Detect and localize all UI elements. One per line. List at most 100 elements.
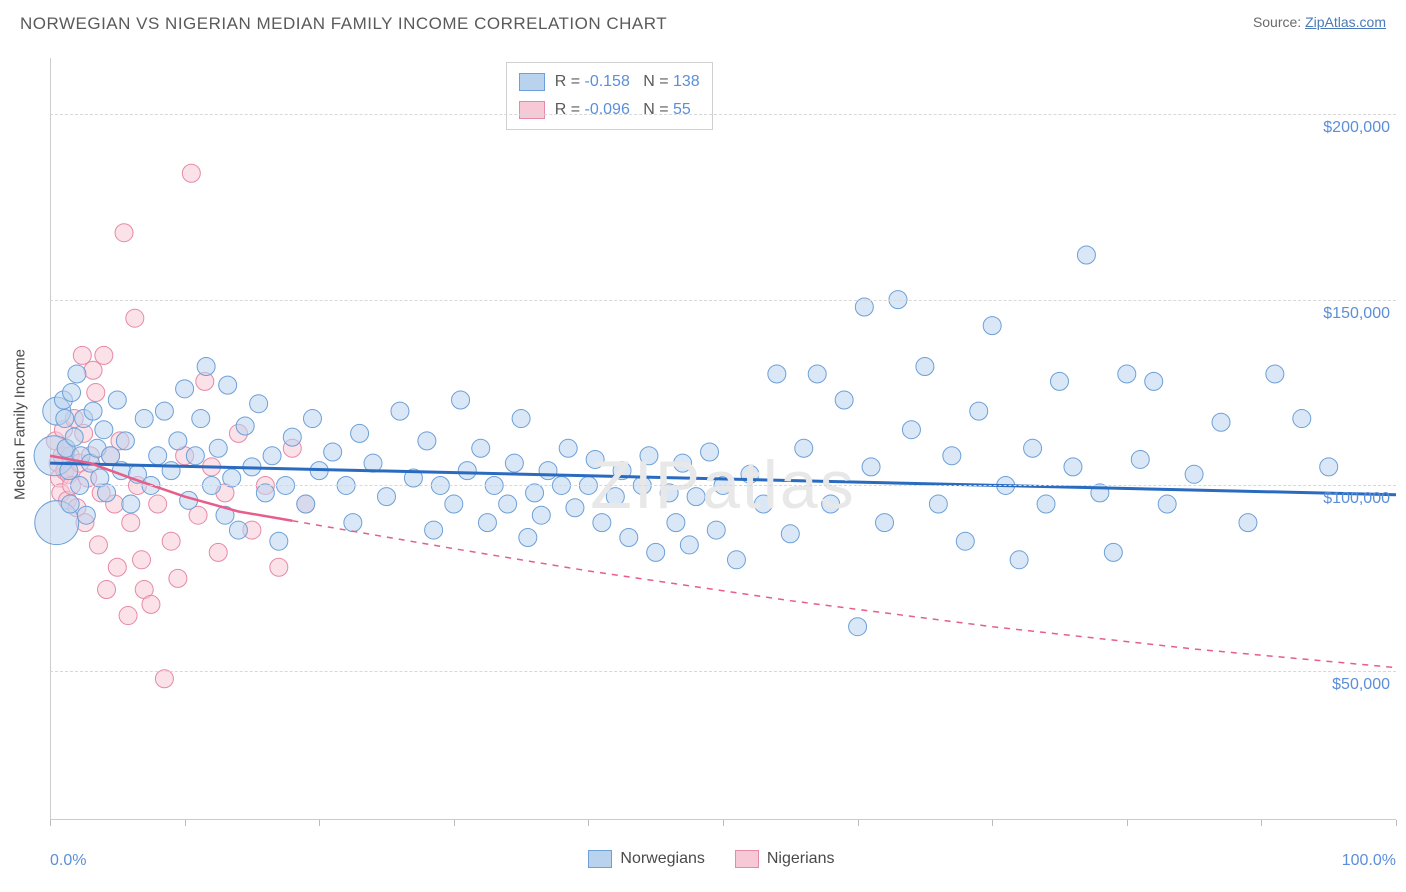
scatter-point-norwegians: [660, 484, 678, 502]
xtick-mark: [723, 820, 724, 826]
scatter-point-norwegians: [102, 447, 120, 465]
scatter-point-norwegians: [303, 410, 321, 428]
scatter-point-norwegians: [135, 410, 153, 428]
trendline-nigerians-extrapolated: [292, 521, 1396, 668]
legend-stats-row-nigerians: R = -0.096 N = 55: [519, 97, 700, 123]
scatter-point-norwegians: [707, 521, 725, 539]
scatter-point-norwegians: [236, 417, 254, 435]
scatter-point-norwegians: [452, 391, 470, 409]
scatter-point-norwegians: [209, 439, 227, 457]
xtick-mark: [588, 820, 589, 826]
scatter-point-norwegians: [849, 618, 867, 636]
scatter-point-norwegians: [283, 428, 301, 446]
scatter-point-norwegians: [155, 402, 173, 420]
xtick-mark: [185, 820, 186, 826]
scatter-point-norwegians: [425, 521, 443, 539]
scatter-point-nigerians: [209, 543, 227, 561]
scatter-point-norwegians: [122, 495, 140, 513]
scatter-point-norwegians: [822, 495, 840, 513]
scatter-point-nigerians: [115, 224, 133, 242]
scatter-point-nigerians: [133, 551, 151, 569]
scatter-point-norwegians: [667, 514, 685, 532]
xtick-mark: [1127, 820, 1128, 826]
scatter-point-norwegians: [1320, 458, 1338, 476]
scatter-point-norwegians: [680, 536, 698, 554]
scatter-point-norwegians: [862, 458, 880, 476]
legend-stats-row-norwegians: R = -0.158 N = 138: [519, 69, 700, 95]
scatter-point-nigerians: [119, 607, 137, 625]
scatter-point-norwegians: [351, 424, 369, 442]
ytick-label: $100,000: [1317, 490, 1390, 508]
scatter-point-nigerians: [98, 581, 116, 599]
scatter-point-norwegians: [781, 525, 799, 543]
scatter-point-norwegians: [1037, 495, 1055, 513]
scatter-point-norwegians: [970, 402, 988, 420]
scatter-point-norwegians: [929, 495, 947, 513]
chart-title: NORWEGIAN VS NIGERIAN MEDIAN FAMILY INCO…: [20, 14, 667, 34]
legend-stats: R = -0.158 N = 138R = -0.096 N = 55: [506, 62, 713, 130]
scatter-point-norwegians: [65, 428, 83, 446]
scatter-point-norwegians: [1077, 246, 1095, 264]
chart-header: NORWEGIAN VS NIGERIAN MEDIAN FAMILY INCO…: [0, 0, 1406, 50]
scatter-point-norwegians: [835, 391, 853, 409]
scatter-point-norwegians: [478, 514, 496, 532]
xtick-mark: [454, 820, 455, 826]
scatter-point-norwegians: [620, 529, 638, 547]
legend-stats-text: R = -0.096 N = 55: [555, 97, 691, 123]
scatter-point-norwegians: [795, 439, 813, 457]
legend-swatch: [588, 850, 612, 868]
scatter-point-norwegians: [808, 365, 826, 383]
legend-item-norwegians[interactable]: Norwegians: [588, 850, 704, 868]
scatter-point-norwegians: [916, 358, 934, 376]
scatter-point-norwegians: [566, 499, 584, 517]
scatter-point-norwegians: [1239, 514, 1257, 532]
legend-item-nigerians[interactable]: Nigerians: [735, 850, 835, 868]
scatter-point-norwegians: [1104, 543, 1122, 561]
scatter-point-norwegians: [250, 395, 268, 413]
scatter-point-norwegians: [297, 495, 315, 513]
scatter-point-norwegians: [458, 462, 476, 480]
scatter-point-norwegians: [593, 514, 611, 532]
scatter-point-norwegians: [445, 495, 463, 513]
scatter-point-norwegians: [754, 495, 772, 513]
gridline: [50, 671, 1396, 672]
scatter-point-norwegians: [149, 447, 167, 465]
source-attribution: Source: ZipAtlas.com: [1253, 14, 1386, 30]
scatter-point-nigerians: [142, 595, 160, 613]
xtick-mark: [319, 820, 320, 826]
scatter-point-norwegians: [647, 543, 665, 561]
scatter-point-norwegians: [186, 447, 204, 465]
scatter-point-norwegians: [1010, 551, 1028, 569]
scatter-point-norwegians: [727, 551, 745, 569]
scatter-point-norwegians: [472, 439, 490, 457]
scatter-point-nigerians: [73, 346, 91, 364]
scatter-point-norwegians: [499, 495, 517, 513]
scatter-point-norwegians: [526, 484, 544, 502]
scatter-point-nigerians: [89, 536, 107, 554]
scatter-point-nigerians: [182, 164, 200, 182]
scatter-point-norwegians: [378, 488, 396, 506]
source-link[interactable]: ZipAtlas.com: [1305, 14, 1386, 30]
scatter-point-norwegians: [532, 506, 550, 524]
scatter-point-norwegians: [687, 488, 705, 506]
scatter-point-norwegians: [391, 402, 409, 420]
chart-container: NORWEGIAN VS NIGERIAN MEDIAN FAMILY INCO…: [0, 0, 1406, 892]
legend-stats-text: R = -0.158 N = 138: [555, 69, 700, 95]
legend-swatch-nigerians: [519, 101, 545, 119]
ytick-label: $200,000: [1317, 119, 1390, 137]
scatter-point-norwegians: [61, 495, 79, 513]
scatter-point-norwegians: [63, 384, 81, 402]
scatter-point-norwegians: [559, 439, 577, 457]
xtick-mark: [992, 820, 993, 826]
scatter-point-norwegians: [229, 521, 247, 539]
gridline: [50, 300, 1396, 301]
scatter-point-nigerians: [149, 495, 167, 513]
scatter-point-norwegians: [1145, 372, 1163, 390]
xtick-mark: [1261, 820, 1262, 826]
xtick-label: 0.0%: [50, 852, 86, 870]
scatter-point-nigerians: [95, 346, 113, 364]
scatter-point-norwegians: [116, 432, 134, 450]
scatter-point-norwegians: [219, 376, 237, 394]
scatter-point-norwegians: [1185, 465, 1203, 483]
scatter-point-nigerians: [84, 361, 102, 379]
